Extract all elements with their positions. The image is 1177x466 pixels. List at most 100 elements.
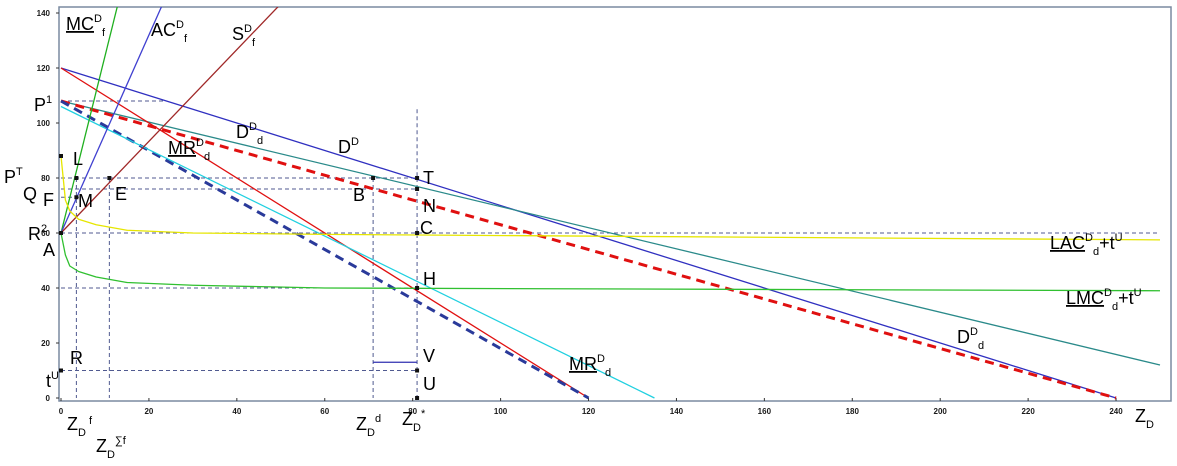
marker-point <box>415 231 420 235</box>
svg-text:DDd: DDd <box>236 121 263 147</box>
y-tick-label: 20 <box>41 339 50 348</box>
label-p1: P1 <box>34 94 52 115</box>
x-tick-label: 40 <box>232 407 241 416</box>
marker-point <box>107 176 112 180</box>
label-r2: R2 <box>28 223 47 244</box>
svg-text:ZD∑f: ZD∑f <box>96 435 127 461</box>
marker-point <box>74 176 79 180</box>
d-series-line-0 <box>60 67 1117 399</box>
svg-text:ZD*: ZD* <box>402 408 426 434</box>
marker-point <box>415 176 420 180</box>
svg-text:MRDd: MRDd <box>569 353 611 379</box>
svg-text:LACDd+tU: LACDd+tU <box>1050 232 1123 258</box>
mr-series-line-3 <box>60 67 589 399</box>
x-tick-label: 80 <box>408 407 417 416</box>
label-f: F <box>43 190 54 210</box>
mc-series-line-6 <box>60 7 118 234</box>
label-e: E <box>115 184 127 204</box>
label-pt: PT <box>4 166 23 187</box>
y-tick-label: 0 <box>46 394 51 403</box>
label-d-d: DD <box>338 136 359 157</box>
svg-text:ZDf: ZDf <box>67 414 93 439</box>
plot-frame <box>58 6 1172 402</box>
y-tick-label: 60 <box>41 229 50 238</box>
label-m: M <box>78 191 93 211</box>
marker-point <box>74 195 79 200</box>
x-tick-label: 60 <box>320 407 329 416</box>
svg-text:P1: P1 <box>34 94 52 115</box>
label-q: Q <box>23 184 37 204</box>
label-b: B <box>353 185 365 205</box>
x-tick-label: 120 <box>582 407 596 416</box>
label-zd-d: ZDd <box>356 413 381 439</box>
svg-text:SDf: SDf <box>232 23 256 49</box>
label-d-dd-bot: DDd <box>957 326 984 352</box>
y-tick-label: 80 <box>41 174 50 183</box>
svg-text:DDd: DDd <box>957 326 984 352</box>
x-tick-label: 140 <box>670 407 684 416</box>
svg-text:MRDd: MRDd <box>168 137 210 163</box>
label-ac-f: ACDf <box>151 19 188 45</box>
d-series-line-2 <box>60 99 1117 400</box>
svg-text:DD: DD <box>338 136 359 157</box>
label-a: A <box>43 240 55 260</box>
axis-ticks: 0 20 40 60 80 100 120 140 160 180 200 220 240 0 20 40 60… <box>37 9 1124 416</box>
y-tick-label: 40 <box>41 284 50 293</box>
y-tick-label: 100 <box>37 119 51 128</box>
y-tick-label: 140 <box>37 9 51 18</box>
svg-text:ZD: ZD <box>1135 406 1154 431</box>
series-lines <box>60 7 1161 400</box>
cyan-series-line-5 <box>60 105 655 399</box>
svg-text:tU: tU <box>46 370 59 391</box>
x-tick-label: 160 <box>758 407 772 416</box>
label-mr-dd-top: MRDd <box>168 137 210 163</box>
y-tick-label: 120 <box>37 64 51 73</box>
svg-text:LMCDd+tU: LMCDd+tU <box>1066 287 1142 313</box>
mr-series-line-4 <box>60 99 590 400</box>
marker-point <box>59 154 63 158</box>
svg-text:ACDf: ACDf <box>151 19 188 45</box>
lac-series-line-9 <box>60 155 1161 241</box>
marker-points <box>59 154 420 400</box>
svg-text:MCDf: MCDf <box>66 13 106 39</box>
x-tick-label: 200 <box>934 407 948 416</box>
label-r: R <box>70 348 83 368</box>
label-zd-end: ZD <box>1135 406 1154 431</box>
label-d-dd-top: DDd <box>236 121 263 147</box>
x-tick-label: 240 <box>1109 407 1123 416</box>
svg-text:ZDd: ZDd <box>356 413 381 439</box>
label-lac: LACDd+tU <box>1050 232 1123 258</box>
ac-series-line-7 <box>60 7 163 234</box>
label-t: T <box>423 168 434 188</box>
marker-point <box>415 396 420 400</box>
marker-point <box>371 176 376 180</box>
label-zd-star: ZD* <box>402 408 426 434</box>
marker-point <box>415 286 420 290</box>
label-n: N <box>423 196 436 216</box>
marker-point <box>59 231 63 235</box>
label-mr-dd-bot: MRDd <box>569 353 611 379</box>
label-h: H <box>423 269 436 289</box>
marker-point <box>415 368 420 373</box>
label-mc-f: MCDf <box>66 13 106 39</box>
label-v: V <box>423 346 435 366</box>
d-series-line-1 <box>60 100 1161 366</box>
x-tick-label: 20 <box>144 407 153 416</box>
marker-point <box>415 187 420 191</box>
x-tick-label: 180 <box>846 407 860 416</box>
marker-point <box>59 368 63 373</box>
label-u: U <box>423 374 436 394</box>
label-lmc: LMCDd+tU <box>1066 287 1142 313</box>
label-zd-f: ZDf <box>67 414 93 439</box>
label-s-f: SDf <box>232 23 256 49</box>
svg-text:R2: R2 <box>28 223 47 244</box>
label-l: L <box>73 149 83 169</box>
x-tick-label: 0 <box>59 407 64 416</box>
label-tu: tU <box>46 370 59 391</box>
label-c: C <box>420 218 433 238</box>
x-tick-label: 100 <box>494 407 508 416</box>
s-series-line-8 <box>60 7 279 234</box>
x-tick-label: 220 <box>1021 407 1035 416</box>
